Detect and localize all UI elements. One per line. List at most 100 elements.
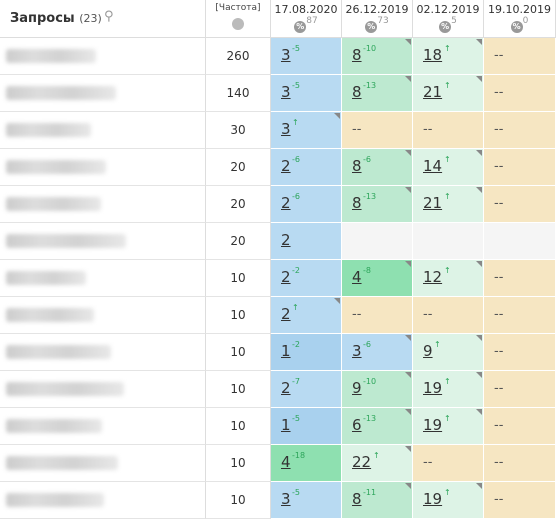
position-delta: ↑ [444, 266, 451, 275]
corner-marker-icon [476, 187, 482, 193]
date-header-2[interactable]: 26.12.2019% 73 [342, 0, 413, 38]
frequency-cell: 20 [206, 223, 271, 260]
position-cell[interactable]: 14 ↑ [413, 149, 484, 186]
position-value[interactable]: 1 [281, 342, 291, 360]
query-cell[interactable] [0, 445, 206, 482]
position-cell[interactable]: 19 ↑ [413, 408, 484, 445]
position-value[interactable]: 9 [352, 379, 362, 397]
position-cell[interactable]: 19 ↑ [413, 482, 484, 519]
position-cell[interactable]: 3 -5 [271, 482, 342, 519]
position-value[interactable]: 4 [352, 268, 362, 286]
position-cell[interactable]: 2 [271, 223, 342, 260]
position-value[interactable]: 19 [423, 490, 443, 508]
position-cell[interactable]: 1 -2 [271, 334, 342, 371]
query-cell[interactable] [0, 260, 206, 297]
position-cell[interactable]: 3 ↑ [271, 112, 342, 149]
position-cell[interactable]: 9 -10 [342, 371, 413, 408]
position-value[interactable]: 1 [281, 416, 291, 434]
position-value[interactable]: 2 [281, 231, 291, 249]
position-cell[interactable]: 4 -18 [271, 445, 342, 482]
percent-value: 5 [451, 16, 457, 26]
search-icon[interactable]: ⚲ [104, 9, 114, 24]
blurred-query-text [6, 382, 124, 396]
query-cell[interactable] [0, 186, 206, 223]
position-cell[interactable]: 8 -6 [342, 149, 413, 186]
query-cell[interactable] [0, 149, 206, 186]
position-value[interactable]: 22 [352, 453, 372, 471]
query-cell[interactable] [0, 408, 206, 445]
position-value[interactable]: 3 [281, 120, 291, 138]
position-cell[interactable]: 19 ↑ [413, 371, 484, 408]
position-value[interactable]: 19 [423, 379, 443, 397]
position-value[interactable]: 3 [352, 342, 362, 360]
position-value[interactable]: 3 [281, 83, 291, 101]
position-cell[interactable]: 2 -7 [271, 371, 342, 408]
position-value[interactable]: 2 [281, 157, 291, 175]
position-value[interactable]: 9 [423, 342, 433, 360]
queries-header[interactable]: Запросы (23) ⚲ [0, 0, 206, 38]
date-header-4[interactable]: 19.10.2019% 0 [484, 0, 556, 38]
position-cell[interactable]: 3 -5 [271, 75, 342, 112]
position-cell[interactable]: 8 -13 [342, 186, 413, 223]
table-row: 20 2 -6 8 -13 21 ↑ -- [0, 186, 556, 223]
position-cell[interactable]: 22 ↑ [342, 445, 413, 482]
position-delta: ↑ [444, 81, 451, 90]
position-value[interactable]: 4 [281, 453, 291, 471]
position-value[interactable]: 3 [281, 490, 291, 508]
position-value[interactable]: 12 [423, 268, 443, 286]
position-value[interactable]: 2 [281, 268, 291, 286]
query-cell[interactable] [0, 297, 206, 334]
position-cell[interactable]: 9 ↑ [413, 334, 484, 371]
query-cell[interactable] [0, 223, 206, 260]
position-value[interactable]: 2 [281, 194, 291, 212]
percent-value: 0 [522, 16, 529, 26]
percent-icon: % [510, 20, 523, 33]
position-value[interactable]: 3 [281, 46, 291, 64]
query-cell[interactable] [0, 112, 206, 149]
query-cell[interactable] [0, 371, 206, 408]
frequency-cell: 140 [206, 75, 271, 112]
position-cell[interactable]: 21 ↑ [413, 75, 484, 112]
position-value[interactable]: 6 [352, 416, 362, 434]
position-cell[interactable]: 8 -13 [342, 75, 413, 112]
position-delta: ↑ [373, 451, 380, 460]
position-value[interactable]: 8 [352, 157, 362, 175]
query-cell[interactable] [0, 38, 206, 75]
position-cell[interactable]: 2 -2 [271, 260, 342, 297]
query-cell[interactable] [0, 482, 206, 519]
position-value[interactable]: 2 [281, 379, 291, 397]
position-cell[interactable]: 8 -10 [342, 38, 413, 75]
position-value[interactable]: 21 [423, 83, 443, 101]
position-cell[interactable]: 8 -11 [342, 482, 413, 519]
frequency-cell: 20 [206, 186, 271, 223]
position-value[interactable]: 8 [352, 46, 362, 64]
position-cell[interactable]: 4 -8 [342, 260, 413, 297]
position-value[interactable]: 21 [423, 194, 443, 212]
position-value[interactable]: 8 [352, 83, 362, 101]
position-cell[interactable]: 6 -13 [342, 408, 413, 445]
position-value[interactable]: 2 [281, 305, 291, 323]
position-value[interactable]: 8 [352, 194, 362, 212]
frequency-cell: 10 [206, 445, 271, 482]
position-cell: -- [484, 297, 556, 334]
position-cell[interactable]: 3 -6 [342, 334, 413, 371]
no-data-value: -- [494, 159, 504, 174]
query-cell[interactable] [0, 75, 206, 112]
frequency-header[interactable]: [Частота] [206, 0, 271, 38]
position-value[interactable]: 19 [423, 416, 443, 434]
position-cell[interactable]: 18 ↑ [413, 38, 484, 75]
position-value[interactable]: 8 [352, 490, 362, 508]
frequency-cell: 10 [206, 297, 271, 334]
position-cell[interactable]: 2 -6 [271, 186, 342, 223]
position-cell[interactable]: 21 ↑ [413, 186, 484, 223]
position-cell[interactable]: 2 -6 [271, 149, 342, 186]
date-header-1[interactable]: 17.08.2020% 87 [271, 0, 342, 38]
position-value[interactable]: 18 [423, 46, 443, 64]
position-cell[interactable]: 3 -5 [271, 38, 342, 75]
position-cell[interactable]: 12 ↑ [413, 260, 484, 297]
date-header-3[interactable]: 02.12.2019% 5 [413, 0, 484, 38]
position-cell[interactable]: 1 -5 [271, 408, 342, 445]
position-cell[interactable]: 2 ↑ [271, 297, 342, 334]
query-cell[interactable] [0, 334, 206, 371]
position-value[interactable]: 14 [423, 157, 443, 175]
